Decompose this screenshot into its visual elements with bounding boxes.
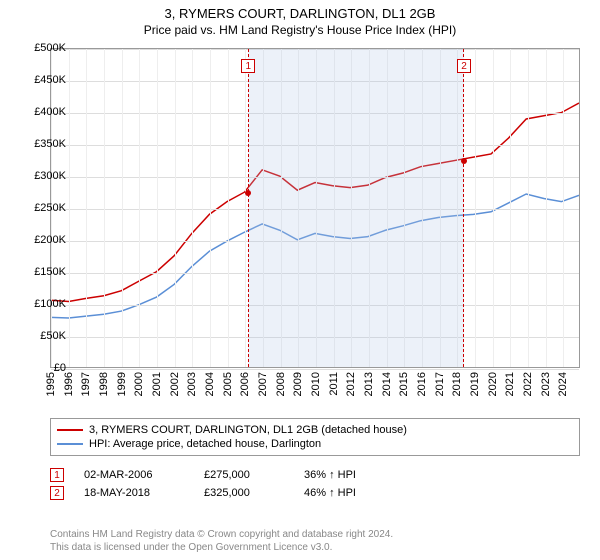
- chart-title-block: 3, RYMERS COURT, DARLINGTON, DL1 2GB Pri…: [0, 0, 600, 39]
- gridline-v: [86, 49, 87, 367]
- gridline-v: [139, 49, 140, 367]
- x-axis-label: 2014: [381, 372, 393, 396]
- x-axis-label: 2006: [239, 372, 251, 396]
- legend-row: 3, RYMERS COURT, DARLINGTON, DL1 2GB (de…: [57, 423, 573, 437]
- x-axis-label: 2018: [451, 372, 463, 396]
- sale-hpi: 46% ↑ HPI: [304, 487, 404, 499]
- x-axis-label: 2003: [186, 372, 198, 396]
- gridline-v: [104, 49, 105, 367]
- sale-price: £275,000: [204, 469, 284, 481]
- y-axis-label: £500K: [34, 42, 66, 54]
- sale-date: 18-MAY-2018: [84, 487, 184, 499]
- gridline-h: [51, 369, 579, 370]
- gridline-v: [210, 49, 211, 367]
- sale-price: £325,000: [204, 487, 284, 499]
- legend-label: 3, RYMERS COURT, DARLINGTON, DL1 2GB (de…: [89, 424, 407, 436]
- marker-label-2: 2: [457, 59, 471, 73]
- gridline-v: [546, 49, 547, 367]
- y-axis-label: £200K: [34, 234, 66, 246]
- x-axis-label: 2005: [222, 372, 234, 396]
- gridline-v: [493, 49, 494, 367]
- sale-row: 2 18-MAY-2018 £325,000 46% ↑ HPI: [50, 484, 580, 502]
- x-axis-label: 2024: [557, 372, 569, 396]
- marker-dot-1: [245, 190, 251, 196]
- x-axis-label: 2015: [398, 372, 410, 396]
- x-axis-label: 2013: [363, 372, 375, 396]
- x-axis-label: 2011: [328, 372, 340, 396]
- legend-swatch: [57, 443, 83, 445]
- gridline-v: [157, 49, 158, 367]
- gridline-v: [228, 49, 229, 367]
- gridline-v: [69, 49, 70, 367]
- x-axis-label: 1995: [45, 372, 57, 396]
- y-axis-label: £250K: [34, 202, 66, 214]
- x-axis-label: 2000: [133, 372, 145, 396]
- chart-footer: Contains HM Land Registry data © Crown c…: [50, 528, 580, 554]
- x-axis-label: 1997: [80, 372, 92, 396]
- legend-label: HPI: Average price, detached house, Darl…: [89, 438, 321, 450]
- x-axis-label: 2022: [522, 372, 534, 396]
- x-axis-label: 2021: [504, 372, 516, 396]
- gridline-v: [245, 49, 246, 367]
- x-axis-label: 2017: [434, 372, 446, 396]
- y-axis-label: £100K: [34, 298, 66, 310]
- sale-hpi: 36% ↑ HPI: [304, 469, 404, 481]
- x-axis-label: 2001: [151, 372, 163, 396]
- y-axis-label: £400K: [34, 106, 66, 118]
- x-axis-label: 2016: [416, 372, 428, 396]
- x-axis-label: 2023: [540, 372, 552, 396]
- sale-row: 1 02-MAR-2006 £275,000 36% ↑ HPI: [50, 466, 580, 484]
- gridline-v: [192, 49, 193, 367]
- chart-title: 3, RYMERS COURT, DARLINGTON, DL1 2GB: [0, 6, 600, 21]
- x-axis-label: 2009: [292, 372, 304, 396]
- legend-row: HPI: Average price, detached house, Darl…: [57, 437, 573, 451]
- sales-table: 1 02-MAR-2006 £275,000 36% ↑ HPI 2 18-MAY-201…: [50, 466, 580, 502]
- x-axis-label: 2012: [345, 372, 357, 396]
- chart-subtitle: Price paid vs. HM Land Registry's House …: [0, 23, 600, 37]
- chart-plot-area: 12: [50, 48, 580, 368]
- y-axis-label: £50K: [40, 330, 66, 342]
- marker-band: [248, 49, 464, 367]
- y-axis-label: £350K: [34, 138, 66, 150]
- y-axis-label: £300K: [34, 170, 66, 182]
- gridline-v: [528, 49, 529, 367]
- sale-marker: 1: [50, 468, 64, 482]
- x-axis-label: 2004: [204, 372, 216, 396]
- sale-marker: 2: [50, 486, 64, 500]
- sale-date: 02-MAR-2006: [84, 469, 184, 481]
- x-axis-label: 1996: [63, 372, 75, 396]
- x-axis-label: 2002: [169, 372, 181, 396]
- gridline-v: [175, 49, 176, 367]
- marker-label-1: 1: [241, 59, 255, 73]
- x-axis-label: 1998: [98, 372, 110, 396]
- x-axis-label: 2008: [275, 372, 287, 396]
- x-axis-label: 1999: [116, 372, 128, 396]
- y-axis-label: £150K: [34, 266, 66, 278]
- gridline-v: [563, 49, 564, 367]
- gridline-v: [510, 49, 511, 367]
- x-axis-label: 2007: [257, 372, 269, 396]
- x-axis-label: 2020: [487, 372, 499, 396]
- x-axis-label: 2019: [469, 372, 481, 396]
- footer-line1: Contains HM Land Registry data © Crown c…: [50, 528, 580, 541]
- y-axis-label: £450K: [34, 74, 66, 86]
- footer-line2: This data is licensed under the Open Gov…: [50, 541, 580, 554]
- marker-dot-2: [461, 158, 467, 164]
- chart-legend: 3, RYMERS COURT, DARLINGTON, DL1 2GB (de…: [50, 418, 580, 456]
- gridline-v: [475, 49, 476, 367]
- gridline-v: [122, 49, 123, 367]
- x-axis-label: 2010: [310, 372, 322, 396]
- legend-swatch: [57, 429, 83, 431]
